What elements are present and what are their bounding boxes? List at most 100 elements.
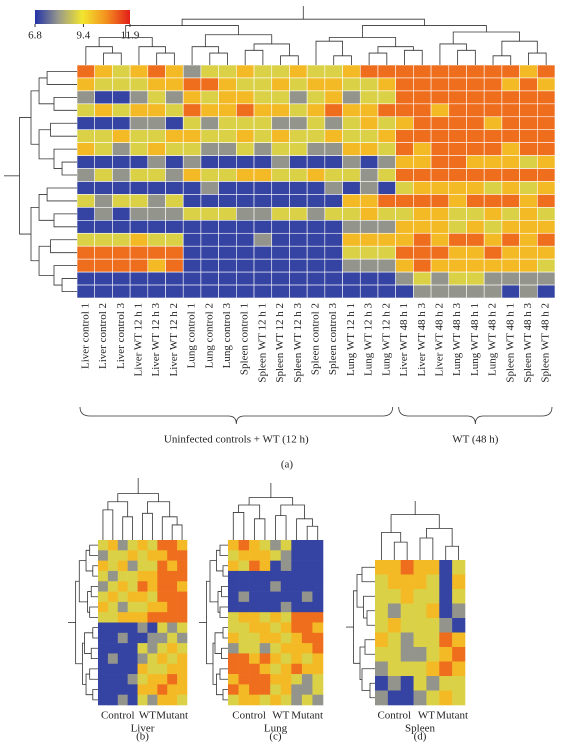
heatmap-cell bbox=[228, 550, 239, 561]
heatmap-cell bbox=[98, 550, 109, 561]
heatmap-cell bbox=[165, 194, 184, 208]
dendrogram-branch bbox=[89, 606, 98, 618]
heatmap-cell bbox=[147, 643, 158, 654]
heatmap-cell bbox=[413, 64, 432, 79]
column-label: Lung WT 48 h 1 bbox=[469, 303, 481, 376]
heatmap-cell bbox=[271, 284, 290, 299]
heatmap-cell bbox=[76, 232, 96, 247]
heatmap-cell bbox=[448, 207, 467, 221]
heatmap-cell bbox=[182, 284, 202, 299]
heatmap-cell bbox=[129, 116, 149, 131]
heatmap-cell bbox=[218, 271, 237, 286]
heatmap-cell bbox=[387, 618, 402, 633]
heatmap-cell bbox=[200, 77, 219, 92]
heatmap-cell bbox=[147, 116, 166, 131]
heatmap-cell bbox=[165, 64, 184, 79]
heatmap-cell bbox=[107, 540, 119, 551]
heatmap-cell bbox=[270, 643, 282, 654]
heatmap-cell bbox=[117, 653, 128, 665]
dendrogram-branch bbox=[38, 194, 54, 221]
heatmap-cell bbox=[301, 540, 313, 551]
heatmap-cell bbox=[483, 271, 503, 286]
heatmap-cell bbox=[147, 284, 166, 299]
dendrogram-branch bbox=[161, 516, 178, 540]
heatmap-cell bbox=[177, 653, 188, 665]
heatmap-cell bbox=[342, 258, 361, 273]
heatmap-cell bbox=[94, 232, 113, 247]
heatmap-cell bbox=[271, 258, 290, 273]
heatmap-cell bbox=[448, 220, 467, 234]
heatmap-cell bbox=[466, 90, 485, 105]
heatmap-cell bbox=[519, 232, 538, 247]
heatmap-cell bbox=[117, 684, 128, 695]
heatmap-cell bbox=[271, 90, 290, 105]
column-label: Liver control 1 bbox=[79, 303, 91, 369]
heatmap-cell bbox=[270, 601, 282, 613]
dendrogram-branch bbox=[103, 52, 122, 65]
heatmap-cell bbox=[129, 284, 149, 299]
heatmap-cell bbox=[448, 258, 467, 273]
dendrogram-branch bbox=[248, 497, 294, 506]
heatmap-cell bbox=[236, 168, 255, 182]
heatmap-cell bbox=[127, 632, 138, 644]
column-label: Lung WT 12 h 1 bbox=[345, 303, 357, 376]
heatmap-cell bbox=[519, 116, 538, 131]
heatmap-cell bbox=[395, 77, 414, 92]
heatmap-cell bbox=[387, 647, 402, 662]
heatmap-cell bbox=[228, 653, 239, 665]
dendrogram-branch bbox=[46, 187, 77, 202]
heatmap-cell bbox=[147, 245, 166, 260]
heatmap-cell bbox=[359, 258, 379, 273]
heatmap-cell bbox=[483, 207, 503, 221]
dendrogram-branch bbox=[122, 516, 134, 540]
heatmap-cell bbox=[501, 194, 520, 208]
dendrogram-branch bbox=[377, 46, 414, 54]
dendrogram-branch bbox=[364, 639, 375, 655]
heatmap-cell bbox=[519, 284, 538, 299]
heatmap-cell bbox=[377, 245, 396, 260]
heatmap-cell bbox=[280, 684, 292, 695]
heatmap-cell bbox=[117, 591, 128, 603]
heatmap-cell bbox=[236, 271, 255, 286]
heatmap-cell bbox=[98, 643, 109, 654]
heatmap-cell bbox=[117, 674, 128, 685]
heatmap-cell bbox=[375, 632, 389, 648]
heatmap-cell bbox=[253, 258, 273, 273]
dendrogram-branch bbox=[426, 527, 453, 547]
heatmap-cell bbox=[228, 591, 239, 603]
heatmap-cell bbox=[182, 258, 202, 273]
heatmap-cell bbox=[137, 694, 148, 706]
heatmap-cell bbox=[177, 632, 188, 644]
heatmap-cell bbox=[395, 284, 414, 299]
heatmap-cell bbox=[483, 194, 503, 208]
heatmap-cell bbox=[448, 116, 467, 131]
heatmap-cell bbox=[395, 220, 414, 234]
heatmap-cell bbox=[94, 284, 113, 299]
heatmap-cell bbox=[439, 589, 453, 604]
heatmap-cell bbox=[165, 245, 184, 260]
heatmap-cell bbox=[289, 207, 308, 221]
heatmap-cell bbox=[271, 64, 290, 79]
heatmap-cell bbox=[147, 550, 158, 561]
heatmap-cell bbox=[430, 142, 450, 156]
heatmap-cell bbox=[117, 632, 128, 644]
heatmap-cell bbox=[167, 674, 178, 685]
heatmap-cell bbox=[238, 632, 250, 644]
panel-caption: (c) bbox=[269, 731, 282, 743]
heatmap-cell bbox=[271, 77, 290, 92]
heatmap-cell bbox=[452, 560, 466, 575]
heatmap-cell bbox=[167, 540, 178, 551]
heatmap-cell bbox=[167, 663, 178, 675]
heatmap-cell bbox=[306, 155, 326, 169]
heatmap-cell bbox=[112, 155, 131, 169]
heatmap-cell bbox=[117, 643, 128, 654]
heatmap-cell bbox=[395, 194, 414, 208]
heatmap-cell bbox=[98, 674, 109, 685]
heatmap-cell bbox=[127, 560, 138, 572]
heatmap-cell bbox=[98, 612, 109, 623]
heatmap-cell bbox=[129, 64, 149, 79]
heatmap-cell bbox=[218, 245, 237, 260]
heatmap-cell bbox=[413, 90, 432, 105]
heatmap-cell bbox=[536, 220, 556, 234]
heatmap-cell bbox=[259, 581, 271, 592]
